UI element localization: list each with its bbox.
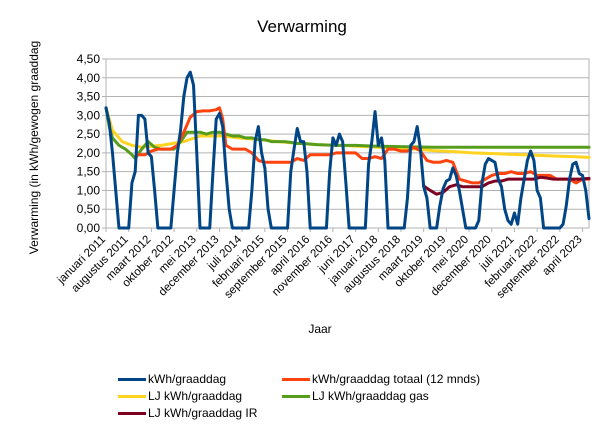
y-axis-label: Verwarming (in kWh/gewogen graaddag [27,41,41,254]
y-tick-label: 4,50 [77,52,101,66]
x-axis-label: Jaar [308,322,332,336]
legend-label: LJ kWh/graaddag IR [148,406,258,420]
legend-label: LJ kWh/graaddag gas [312,389,429,403]
y-tick-label: 0,50 [77,202,101,216]
y-tick-label: 1,00 [77,183,101,197]
legend-swatch [282,395,310,398]
legend-swatch [118,395,146,398]
legend-label: LJ kWh/graaddag [148,389,243,403]
legend-swatch [118,412,146,415]
y-tick-label: 2,50 [77,127,101,141]
series-line [422,175,591,196]
legend-label: kWh/graaddag totaal (12 mnds) [312,372,481,386]
series-line [136,106,591,185]
y-tick-label: 4,00 [77,71,101,85]
chart-title: Verwarming [257,17,347,36]
chart-legend: kWh/graaddag kWh/graaddag totaal (12 mnd… [118,372,538,422]
legend-label: kWh/graaddag [148,372,227,386]
y-tick-label: 2,00 [77,146,101,160]
y-tick-label: 3,50 [77,90,101,104]
legend-swatch [282,378,310,381]
y-tick-label: 3,00 [77,108,101,122]
y-tick-label: 1,50 [77,165,101,179]
y-tick-label: 0,00 [77,221,101,235]
legend-swatch [118,378,146,381]
series-line [104,70,591,230]
